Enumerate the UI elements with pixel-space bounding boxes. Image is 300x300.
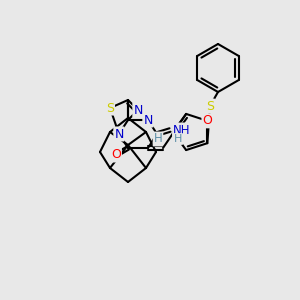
Text: H: H (154, 133, 162, 146)
Text: N: N (133, 103, 143, 116)
Text: N: N (114, 128, 124, 140)
Text: O: O (111, 148, 121, 161)
Text: N: N (143, 113, 153, 127)
Text: H: H (174, 134, 182, 144)
Text: S: S (206, 100, 214, 112)
Text: O: O (202, 114, 212, 127)
Text: NH: NH (173, 124, 190, 136)
Text: S: S (106, 101, 114, 115)
